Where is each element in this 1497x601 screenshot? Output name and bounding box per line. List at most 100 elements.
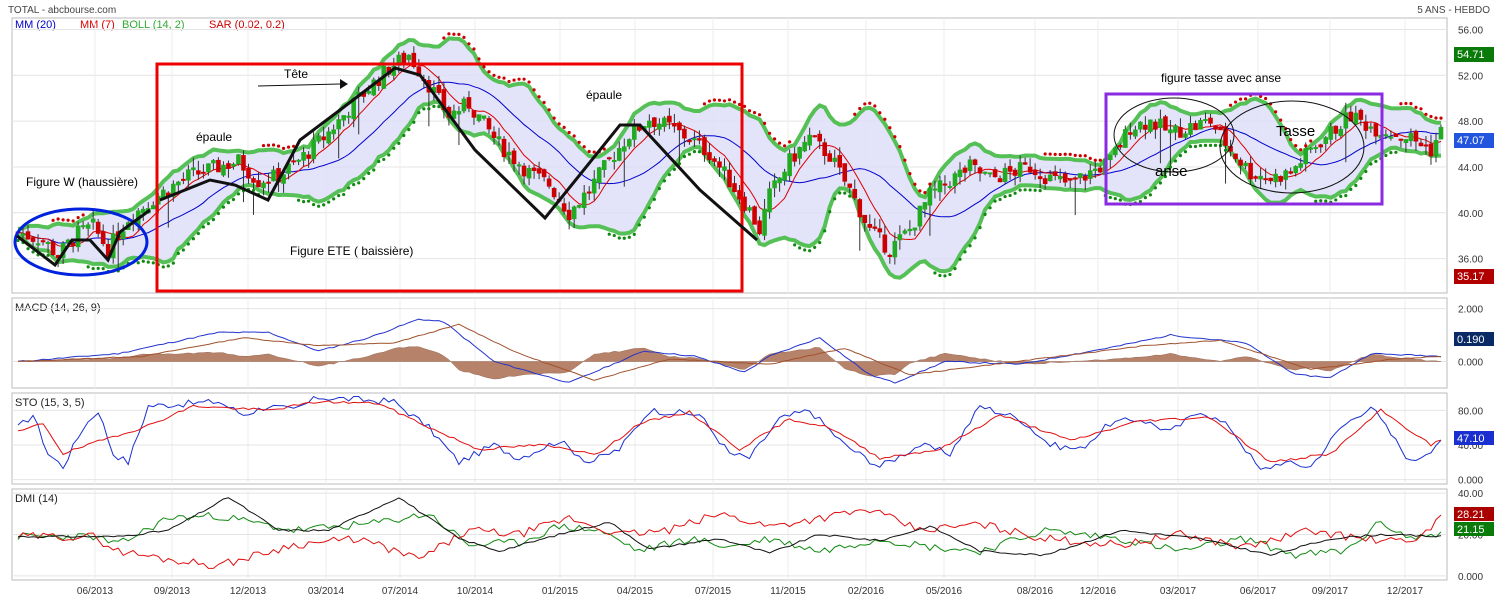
sar-dot <box>447 32 451 36</box>
sar-dot <box>818 240 822 245</box>
candle-body <box>1158 118 1163 128</box>
sar-dot <box>953 267 957 271</box>
sar-dot <box>612 233 616 238</box>
candle-body <box>1293 166 1298 174</box>
sar-dot <box>191 237 195 241</box>
figure-ete-box <box>155 62 744 293</box>
sar-dot <box>1294 143 1298 148</box>
candle-body <box>917 205 923 227</box>
sar-dot <box>1063 152 1067 156</box>
sar-dot <box>617 236 621 240</box>
candle-body <box>1183 133 1188 138</box>
candle-body <box>922 202 928 210</box>
sar-dot <box>457 32 461 36</box>
panel-2-ytick-2: 0.000 <box>1458 476 1483 487</box>
sar-dot <box>587 149 591 154</box>
sar-dot <box>1238 97 1243 101</box>
candle-body <box>862 214 868 224</box>
x-tick-16: 09/2017 <box>1312 586 1349 597</box>
candle-body <box>1353 112 1359 125</box>
sar-dot <box>1193 144 1198 149</box>
sar-dot <box>1409 101 1413 106</box>
candle-body <box>1428 143 1434 157</box>
price-ytick-0: 56.00 <box>1458 25 1483 36</box>
candle-body <box>206 163 211 173</box>
sar-dot <box>893 135 897 139</box>
candle-body <box>296 159 301 162</box>
sar-dot <box>958 257 962 261</box>
sar-dot <box>487 70 491 74</box>
candle-body <box>516 164 522 167</box>
x-tick-8: 07/2015 <box>695 586 732 597</box>
candle-body <box>1388 136 1394 139</box>
candle-body <box>807 134 812 146</box>
candle-body <box>561 203 567 212</box>
dmi-minus-value-tag: 28.21 <box>1457 509 1485 521</box>
candle-body <box>912 227 918 231</box>
candle-body <box>972 159 978 166</box>
candle-body <box>261 182 266 189</box>
candle-body <box>1057 176 1063 180</box>
candle-body <box>1278 176 1283 182</box>
sar-dot <box>417 111 421 115</box>
sar-dot <box>322 203 326 207</box>
candle-body <box>792 153 797 162</box>
candle-body <box>266 181 271 184</box>
sar-dot <box>91 266 95 271</box>
sar-dot <box>537 95 541 99</box>
sar-dot <box>261 143 266 148</box>
sto-value-tag: 47.10 <box>1457 433 1485 445</box>
candle-body <box>186 169 191 181</box>
candle-body <box>176 181 181 186</box>
sar-dot <box>848 194 852 198</box>
sar-dot <box>1414 105 1418 109</box>
candle-body <box>1258 175 1263 180</box>
x-tick-9: 11/2015 <box>770 586 806 597</box>
candle-body <box>30 237 36 242</box>
candle-body <box>692 138 697 141</box>
candle-body <box>702 137 707 156</box>
candle-body <box>687 139 692 143</box>
sar-dot <box>1228 103 1233 107</box>
sar-dot <box>778 141 782 145</box>
sar-dot <box>1023 188 1027 192</box>
sar-dot <box>226 201 231 205</box>
dmi-minus-line <box>17 509 1442 569</box>
candle-body <box>201 171 206 174</box>
sar-dot <box>1369 162 1373 166</box>
sar-dot <box>342 192 346 197</box>
sar-dot <box>788 140 792 144</box>
candle-body <box>967 159 973 171</box>
mm20-line <box>17 81 1442 244</box>
candle-body <box>611 160 617 163</box>
candle-body <box>291 160 296 163</box>
sar-dot <box>1389 150 1393 155</box>
sar-dot <box>176 251 180 256</box>
candle-body <box>1213 125 1218 130</box>
x-tick-15: 06/2017 <box>1240 586 1277 597</box>
candle-body <box>1333 125 1339 134</box>
tete-arrow-line <box>257 83 341 87</box>
sar-dot <box>1198 143 1203 148</box>
candle-body <box>672 123 677 127</box>
sar-dot <box>1053 152 1057 156</box>
candle-body <box>812 135 817 138</box>
panel-3-ytick-0: 40.00 <box>1458 489 1483 500</box>
candle-body <box>667 115 672 123</box>
x-tick-6: 01/2015 <box>542 586 579 597</box>
candle-body <box>20 233 26 236</box>
candle-body <box>191 167 196 171</box>
figure-w-label: Figure W (haussière) <box>26 175 138 189</box>
sar-dot <box>552 116 556 120</box>
sar-dot <box>1434 116 1438 120</box>
panel-1-ytick-0: 2.000 <box>1458 305 1483 316</box>
candle-body <box>251 178 256 183</box>
sar-dot <box>873 104 877 108</box>
sar-dot <box>1153 186 1157 190</box>
sar-dot <box>727 98 732 102</box>
tasse-title-label: figure tasse avec anse <box>1161 71 1281 85</box>
candle-body <box>456 111 462 115</box>
sar-dot <box>1304 144 1308 148</box>
sar-dot <box>687 152 692 156</box>
